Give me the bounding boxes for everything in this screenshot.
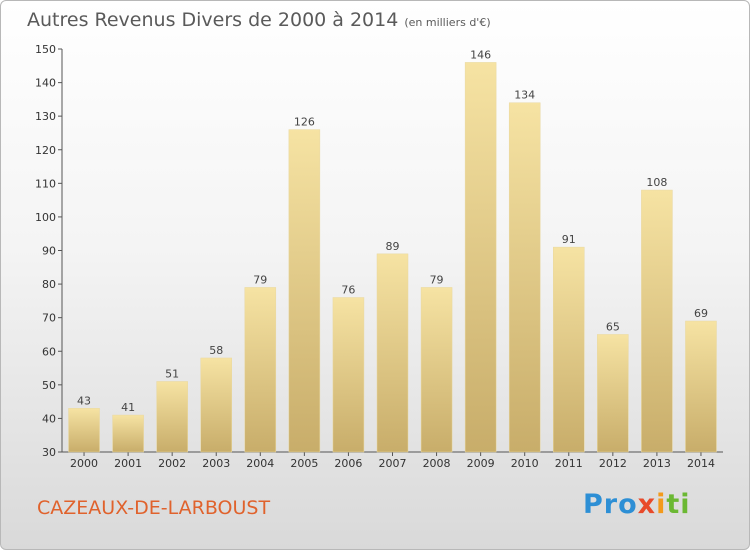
- x-tick-label-2000: 2000: [70, 457, 98, 470]
- logo-part-4: ti: [666, 489, 691, 520]
- bar-2000: [68, 408, 100, 453]
- y-tick-label: 140: [35, 77, 56, 90]
- bar-2010: [508, 102, 541, 453]
- bar-2006: [332, 297, 365, 453]
- proxiti-logo[interactable]: Proxiti: [583, 489, 691, 520]
- bar-2014: [685, 320, 717, 453]
- x-tick-label-2009: 2009: [467, 457, 495, 470]
- x-tick-label-2004: 2004: [246, 457, 274, 470]
- data-label-2005: 126: [294, 116, 315, 129]
- bar-2009: [464, 62, 497, 453]
- x-tick-label-2014: 2014: [687, 457, 715, 470]
- bar-2007: [376, 253, 409, 453]
- logo-part-3: i: [656, 489, 667, 520]
- place-name: CAZEAUX-DE-LARBOUST: [37, 497, 271, 519]
- y-tick-label: 50: [42, 379, 56, 392]
- data-label-2004: 79: [253, 273, 267, 286]
- y-tick-label: 110: [35, 177, 56, 190]
- bar-2008: [420, 287, 453, 453]
- y-tick-label: 70: [42, 312, 56, 325]
- data-label-2014: 69: [694, 307, 708, 320]
- x-tick-label-2011: 2011: [555, 457, 583, 470]
- bar-2011: [553, 246, 585, 453]
- data-label-2011: 91: [562, 233, 576, 246]
- y-tick-label: 90: [42, 245, 56, 258]
- y-tick-label: 120: [35, 144, 56, 157]
- x-tick-label-2006: 2006: [334, 457, 362, 470]
- chart-bars: [68, 62, 717, 453]
- logo-part-1: Pro: [583, 489, 638, 520]
- bar-2001: [112, 414, 144, 453]
- y-tick-label: 30: [42, 446, 56, 459]
- data-label-2009: 146: [470, 48, 491, 61]
- logo-part-2: x: [637, 489, 657, 520]
- data-label-2003: 58: [209, 344, 223, 357]
- x-tick-label-2010: 2010: [511, 457, 539, 470]
- x-tick-label-2008: 2008: [423, 457, 451, 470]
- chart-subtitle: (en milliers d'€): [404, 16, 491, 29]
- chart-title: Autres Revenus Divers de 2000 à 2014 (en …: [27, 9, 491, 31]
- data-label-2002: 51: [165, 367, 179, 380]
- y-tick-label: 60: [42, 345, 56, 358]
- bar-2005: [288, 129, 321, 453]
- data-label-2012: 65: [606, 320, 620, 333]
- data-label-2006: 76: [341, 284, 355, 297]
- y-tick-label: 150: [35, 43, 56, 56]
- data-label-2001: 41: [121, 401, 135, 414]
- data-label-2007: 89: [386, 240, 400, 253]
- data-label-2013: 108: [646, 176, 667, 189]
- bar-2004: [244, 287, 277, 453]
- chart-title-main: Autres Revenus Divers de 2000 à 2014: [27, 9, 399, 31]
- bar-2003: [200, 357, 232, 453]
- data-label-2008: 79: [430, 273, 444, 286]
- x-tick-label-2007: 2007: [379, 457, 407, 470]
- y-tick-label: 130: [35, 110, 56, 123]
- x-tick-label-2013: 2013: [643, 457, 671, 470]
- bar-2012: [597, 334, 629, 453]
- y-tick-label: 40: [42, 412, 56, 425]
- x-tick-label-2012: 2012: [599, 457, 627, 470]
- bar-2002: [156, 381, 188, 453]
- chart-labels: 43 41 51 58 79 126 76 89 79 146 134 91 65 108 69: [77, 48, 708, 414]
- x-tick-label-2005: 2005: [290, 457, 318, 470]
- data-label-2000: 43: [77, 394, 91, 407]
- y-tick-label: 80: [42, 278, 56, 291]
- bar-2013: [641, 189, 673, 453]
- x-tick-label-2002: 2002: [158, 457, 186, 470]
- y-tick-label: 100: [35, 211, 56, 224]
- x-tick-label-2003: 2003: [202, 457, 230, 470]
- x-tick-label-2001: 2001: [114, 457, 142, 470]
- data-label-2010: 134: [514, 89, 535, 102]
